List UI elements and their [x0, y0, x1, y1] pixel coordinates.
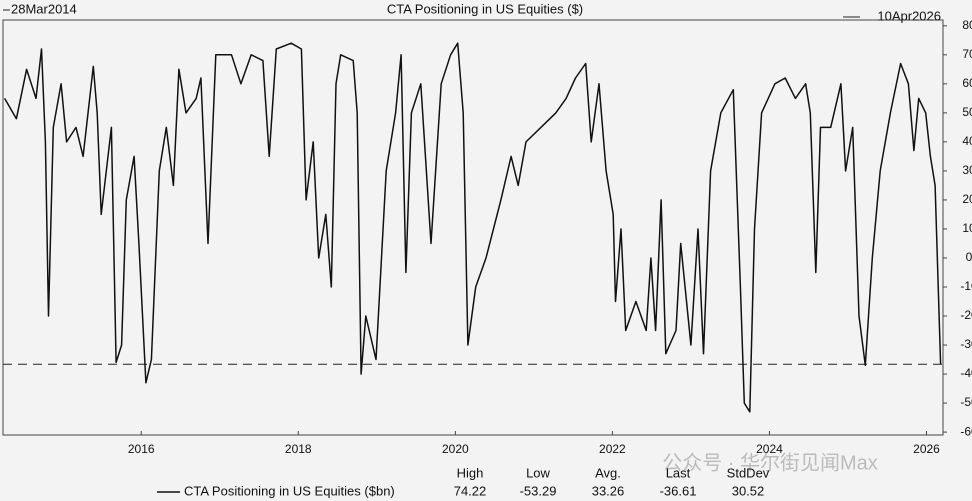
x-tick-label: 2018 — [285, 442, 312, 456]
stat-value: -53.29 — [520, 483, 557, 498]
y-tick-label: -20 — [960, 308, 972, 322]
y-tick-label: 80 — [962, 18, 972, 32]
y-tick-label: 70 — [962, 47, 972, 61]
plot-frame — [2, 19, 944, 436]
chart-title: CTA Positioning in US Equities ($) — [387, 1, 583, 16]
stat-header: High — [457, 465, 484, 480]
start-date: 28Mar2014 — [11, 1, 77, 16]
y-tick-label: -50 — [960, 395, 972, 409]
stat-header: Avg. — [595, 465, 621, 480]
y-tick-label: 60 — [962, 76, 972, 90]
x-tick-label: 2022 — [599, 442, 626, 456]
x-tick-label: 2024 — [756, 442, 783, 456]
series-line — [3, 42, 942, 413]
stat-value: 30.52 — [732, 483, 765, 498]
x-tick-label: 2020 — [442, 442, 469, 456]
y-tick-label: -10 — [960, 279, 972, 293]
y-tick-label: 30 — [962, 163, 972, 177]
stat-value: -36.61 — [660, 483, 697, 498]
stat-header: Last — [666, 465, 691, 480]
watermark: 公众号 · 华尔街见闻Max — [662, 451, 878, 474]
y-tick-label: 50 — [962, 105, 972, 119]
y-tick-label: 0 — [966, 250, 972, 264]
y-tick-label: 20 — [962, 192, 972, 206]
stat-header: Low — [526, 465, 550, 480]
stat-header: StdDev — [727, 465, 770, 480]
y-tick-label: -40 — [960, 366, 972, 380]
stat-value: 33.26 — [592, 483, 625, 498]
y-tick-label: -30 — [960, 337, 972, 351]
y-tick-label: 40 — [962, 134, 972, 148]
legend-label: CTA Positioning in US Equities ($bn) — [184, 483, 395, 498]
y-tick-label: 10 — [962, 221, 972, 235]
end-date: 10Apr2026 — [877, 8, 941, 23]
stat-value: 74.22 — [454, 483, 487, 498]
x-tick-label: 2026 — [913, 442, 940, 456]
y-tick-label: -60 — [960, 424, 972, 438]
x-tick-label: 2016 — [128, 442, 155, 456]
